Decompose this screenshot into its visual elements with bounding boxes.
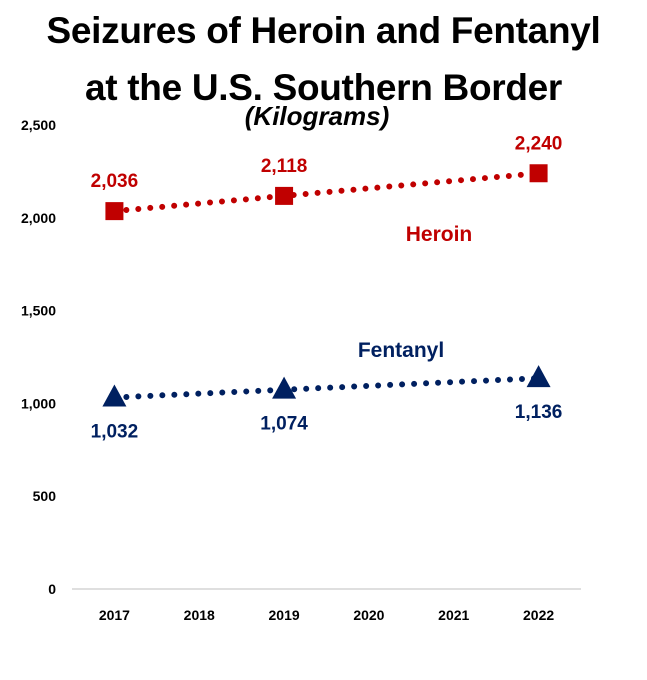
y-tick-label-0: 0	[48, 581, 56, 597]
heroin-series-line	[111, 170, 542, 215]
x-tick-label-2021: 2021	[438, 607, 469, 623]
x-tick-label-2019: 2019	[269, 607, 300, 623]
fentanyl-data-label-2022: 1,136	[515, 402, 563, 423]
y-tick-label-2500: 2,500	[21, 117, 56, 133]
heroin-data-label-2019: 2,118	[261, 156, 308, 177]
chart-subtitle: (Kilograms)	[244, 101, 390, 131]
y-tick-label-1000: 1,000	[21, 395, 56, 411]
heroin-series-label: Heroin	[406, 223, 473, 246]
fentanyl-series-line	[111, 375, 542, 401]
heroin-marker-2019	[275, 186, 294, 205]
fentanyl-marker-2022	[526, 365, 551, 388]
heroin-data-label-2022: 2,240	[515, 133, 563, 154]
fentanyl-marker-2017	[102, 384, 127, 407]
fentanyl-data-label-2017: 1,032	[91, 421, 139, 442]
chart-title: Seizures of Heroin and Fentanyl at the U…	[0, 2, 647, 116]
x-tick-label-2022: 2022	[523, 607, 554, 623]
x-tick-label-2018: 2018	[184, 607, 215, 623]
chart-title-line-1: Seizures of Heroin and Fentanyl	[46, 10, 601, 51]
fentanyl-marker-2019	[272, 376, 297, 399]
heroin-marker-2017	[105, 202, 124, 221]
fentanyl-series-label: Fentanyl	[358, 339, 444, 362]
chart-title-line-2: at the U.S. Southern Border	[84, 67, 563, 108]
y-tick-label-500: 500	[33, 488, 57, 504]
y-tick-label-2000: 2,000	[21, 210, 56, 226]
y-tick-label-1500: 1,500	[21, 303, 56, 319]
heroin-data-label-2017: 2,036	[91, 171, 139, 192]
fentanyl-data-label-2019: 1,074	[260, 414, 308, 435]
heroin-marker-2022	[529, 164, 548, 183]
x-tick-label-2017: 2017	[99, 607, 130, 623]
x-tick-label-2020: 2020	[353, 607, 384, 623]
